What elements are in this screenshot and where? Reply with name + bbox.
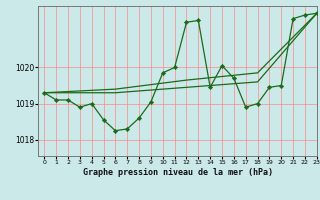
X-axis label: Graphe pression niveau de la mer (hPa): Graphe pression niveau de la mer (hPa) [83, 168, 273, 177]
